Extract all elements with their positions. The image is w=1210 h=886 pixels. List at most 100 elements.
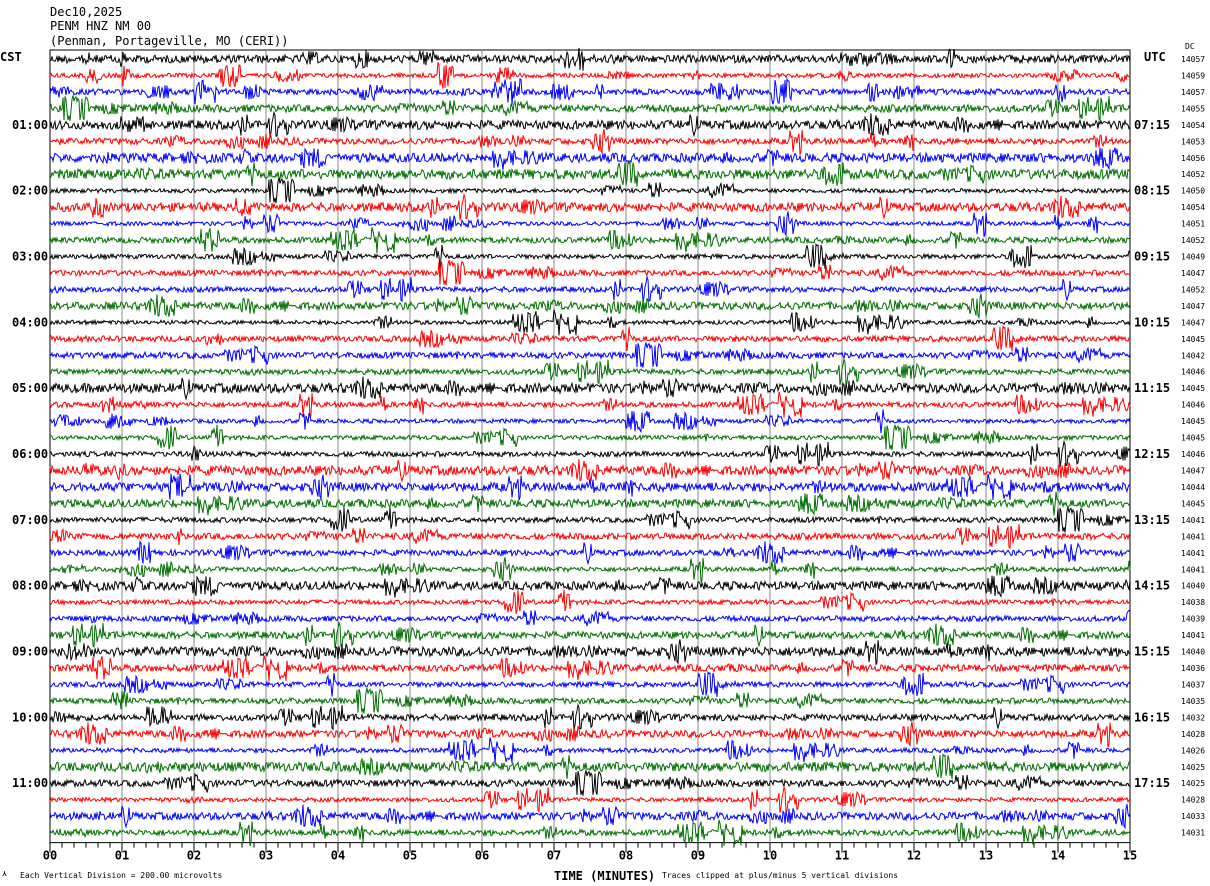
right-hour-label: 09:15 — [1134, 250, 1170, 264]
clip-note: Traces clipped at plus/minus 5 vertical … — [662, 871, 898, 880]
dc-offset-label: 14051 — [1181, 220, 1205, 229]
dc-offset-label: 14025 — [1181, 763, 1205, 772]
dc-offset-label: 14052 — [1181, 285, 1205, 294]
trace-line — [49, 227, 1131, 254]
x-tick-label: 07 — [547, 849, 561, 863]
dc-offset-label: 14050 — [1181, 187, 1205, 196]
trace-line — [49, 192, 1131, 221]
date-label: Dec10,2025 — [50, 5, 122, 19]
trace-line — [49, 62, 1131, 89]
left-hour-label: 07:00 — [12, 513, 48, 527]
left-hour-label: 09:00 — [12, 645, 48, 659]
trace-line — [49, 325, 1131, 352]
dc-offset-label: 14040 — [1181, 582, 1205, 591]
dc-offset-label: 14054 — [1181, 203, 1205, 212]
dc-offset-label: 14041 — [1181, 565, 1205, 574]
x-tick-label: 14 — [1051, 849, 1065, 863]
trace-line — [49, 160, 1131, 187]
trace-line — [50, 177, 1131, 204]
dc-header: DC — [1185, 42, 1195, 51]
dc-offset-label: 14045 — [1181, 434, 1205, 443]
x-tick-label: 09 — [691, 849, 705, 863]
trace-line — [49, 110, 1131, 139]
dc-offset-label: 14056 — [1181, 154, 1205, 163]
dc-offset-label: 14052 — [1181, 236, 1205, 245]
right-hour-label: 07:15 — [1134, 118, 1170, 132]
trace-line — [49, 620, 1131, 649]
trace-line — [49, 458, 1131, 484]
trace-line — [49, 424, 1131, 451]
dc-offset-label: 14052 — [1181, 170, 1205, 179]
dc-offset-label: 14046 — [1181, 401, 1205, 410]
dc-offset-label: 14033 — [1181, 812, 1205, 821]
trace-line — [49, 506, 1131, 533]
x-tick-label: 05 — [403, 849, 417, 863]
dc-offset-label: 14045 — [1181, 384, 1205, 393]
dc-offset-label: 14046 — [1181, 368, 1205, 377]
dc-offset-label: 14032 — [1181, 713, 1205, 722]
dc-offset-label: 14054 — [1181, 121, 1205, 130]
x-tick-label: 02 — [187, 849, 201, 863]
dc-offset-label: 14042 — [1181, 351, 1205, 360]
right-hour-label: 12:15 — [1134, 447, 1170, 461]
left-hour-label: 02:00 — [12, 184, 48, 198]
trace-line — [49, 557, 1131, 583]
trace-line — [50, 129, 1131, 155]
left-hour-label: 04:00 — [12, 315, 48, 329]
trace-line — [49, 211, 1131, 237]
trace-line — [49, 342, 1131, 368]
dc-offset-label: 14028 — [1181, 730, 1205, 739]
dc-offset-label: 14036 — [1181, 664, 1205, 673]
dc-offset-label: 14057 — [1181, 55, 1205, 64]
plot-frame — [49, 49, 1131, 844]
scale-note: Each Vertical Division = 200.00 microvol… — [20, 871, 222, 880]
right-hour-label: 14:15 — [1134, 579, 1170, 593]
dc-offset-label: 14038 — [1181, 598, 1205, 607]
dc-offset-label: 14041 — [1181, 532, 1205, 541]
x-tick-label: 15 — [1123, 849, 1137, 863]
dc-offset-label: 14025 — [1181, 779, 1205, 788]
dc-offset-label: 14053 — [1181, 137, 1205, 146]
trace-line — [49, 609, 1131, 627]
dc-offset-label: 14044 — [1181, 483, 1205, 492]
trace-line — [49, 770, 1131, 796]
trace-line — [49, 376, 1131, 401]
x-tick-label: 00 — [43, 849, 57, 863]
trace-line — [49, 670, 1131, 697]
dc-offset-label: 14041 — [1181, 549, 1205, 558]
right-hour-label: 17:15 — [1134, 776, 1170, 790]
dc-offset-label: 14039 — [1181, 615, 1205, 624]
trace-line — [49, 242, 1131, 270]
x-tick-label: 01 — [115, 849, 129, 863]
station-label: PENM HNZ NM 00 — [50, 19, 151, 33]
trace-line — [49, 655, 1131, 682]
trace-line — [49, 575, 1131, 599]
trace-line — [49, 687, 1131, 714]
trace-line — [49, 47, 1131, 71]
dc-offset-label: 14047 — [1181, 467, 1205, 476]
x-tick-label: 10 — [763, 849, 777, 863]
dc-offset-label: 14035 — [1181, 697, 1205, 706]
dc-offset-label: 14041 — [1181, 516, 1205, 525]
left-hour-label: 05:00 — [12, 381, 48, 395]
dc-offset-label: 14040 — [1181, 648, 1205, 657]
right-hour-label: 10:15 — [1134, 315, 1170, 329]
dc-offset-label: 14026 — [1181, 746, 1205, 755]
trace-line — [49, 539, 1131, 566]
trace-line — [49, 753, 1131, 780]
x-tick-label: 06 — [475, 849, 489, 863]
trace-line — [49, 439, 1131, 468]
left-hour-label: 10:00 — [12, 710, 48, 724]
trace-line — [49, 95, 1131, 122]
left-hour-label: 03:00 — [12, 250, 48, 264]
trace-line — [49, 357, 1131, 385]
trace-line — [49, 409, 1131, 434]
dc-offset-label: 14047 — [1181, 302, 1205, 311]
x-axis-label: TIME (MINUTES) — [554, 869, 655, 883]
location-label: (Penman, Portageville, MO (CERI)) — [50, 34, 288, 48]
left-hour-label: 11:00 — [12, 776, 48, 790]
dc-offset-label: 14045 — [1181, 417, 1205, 426]
trace-line — [49, 259, 1131, 286]
dc-offset-label: 14049 — [1181, 253, 1205, 262]
